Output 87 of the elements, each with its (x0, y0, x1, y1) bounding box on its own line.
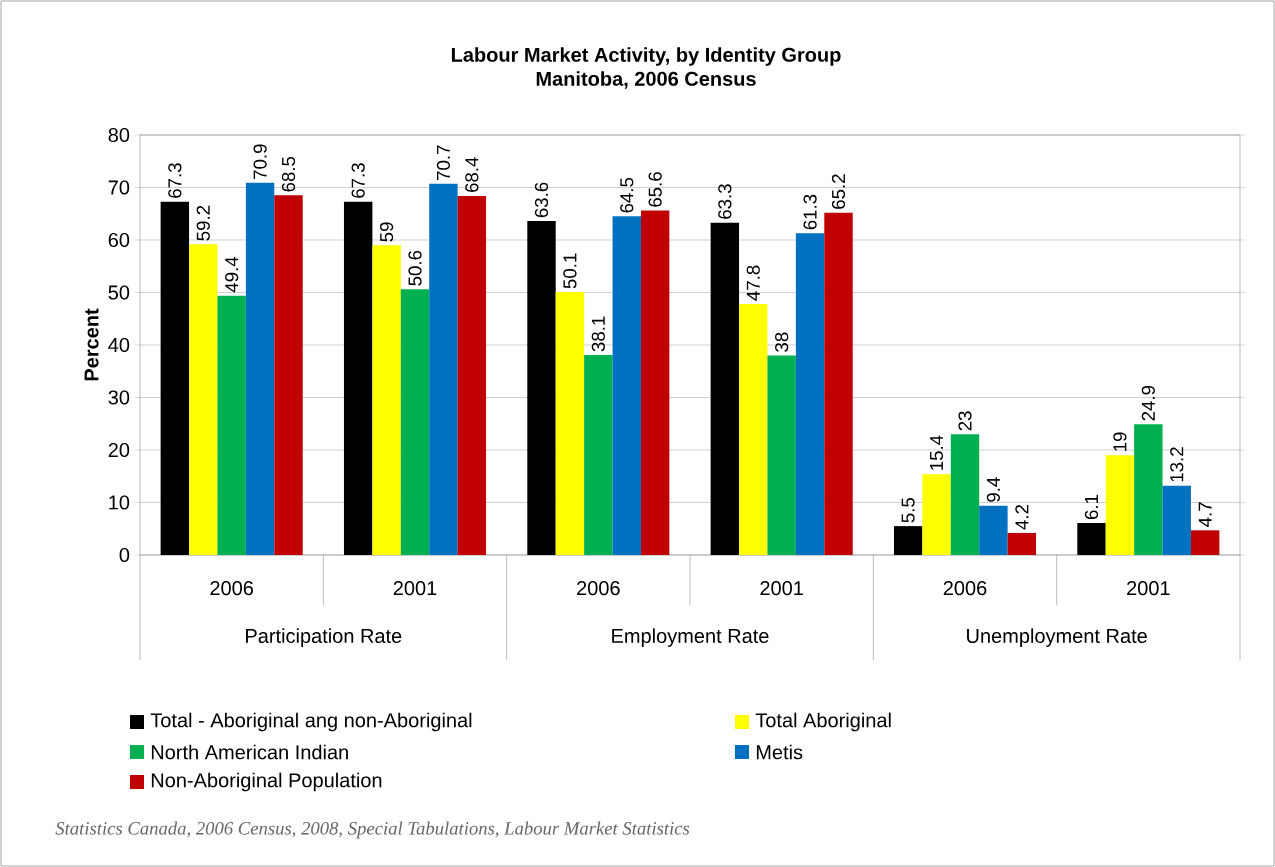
data-label: 24.9 (1141, 385, 1155, 421)
text: Employment Rate (612, 628, 769, 647)
y-tick-label: 10 (109, 495, 130, 510)
data-label: 70.7 (436, 145, 451, 180)
data-label: 59.2 (196, 205, 210, 241)
bar (1134, 424, 1163, 555)
bar (1105, 455, 1135, 555)
legend-label: Non-Aboriginal Population (151, 772, 382, 792)
text: Statistics Canada, 2006 Census, 2008, Special Tabulations, Labour Market Statistics (55, 821, 690, 839)
bar (795, 233, 825, 555)
y-tick-label: 30 (108, 390, 130, 405)
bar (189, 244, 218, 555)
y-tick-label: 50 (108, 285, 130, 300)
bar (584, 354, 613, 555)
data-label: 50.6 (408, 250, 422, 286)
legend-label: Metis (756, 744, 803, 760)
x-tick-label: 2001 (1127, 581, 1170, 596)
bar (1190, 530, 1220, 555)
bar (527, 221, 556, 555)
bar (893, 526, 923, 555)
data-label: 5.5 (901, 498, 915, 523)
bar (429, 183, 458, 555)
data-label: 61.3 (803, 194, 817, 230)
bar (922, 474, 951, 555)
data-label: 70.9 (253, 144, 267, 179)
data-label: 6.1 (1084, 494, 1099, 520)
x-tick-label: 2006 (577, 581, 620, 596)
bar (217, 295, 246, 555)
data-label: 4.2 (1015, 504, 1029, 530)
y-tick-label: 70 (108, 180, 130, 195)
bar (979, 505, 1008, 555)
x-tick-label: 2001 (760, 581, 803, 596)
legend-label: Total Aboriginal (755, 712, 891, 732)
data-label: 50.1 (563, 253, 577, 289)
data-label: 63.6 (534, 182, 549, 218)
bar (274, 195, 303, 555)
y-tick-label: 20 (108, 442, 130, 458)
bar (767, 355, 796, 555)
text: Participation Rate (246, 628, 402, 647)
data-label: 59 (379, 222, 394, 242)
data-label: 4.7 (1198, 502, 1212, 527)
legend-label: Total - Aboriginal ang non-Aboriginal (150, 712, 472, 732)
data-label: 49.4 (225, 256, 239, 293)
x-tick-label: 2001 (393, 581, 437, 596)
data-label: 9.4 (986, 477, 1001, 502)
bar (1007, 532, 1037, 555)
bar (1077, 522, 1106, 555)
bar (710, 222, 740, 555)
chart-title: Labour Market Activity, by Identity Group (451, 47, 841, 66)
bar (824, 212, 853, 555)
data-label: 23 (958, 411, 972, 431)
data-label: 65.6 (648, 172, 662, 207)
data-label: 67.3 (351, 163, 365, 198)
x-tick-label: 2006 (943, 581, 987, 596)
data-label: 19 (1113, 432, 1127, 451)
bar (950, 434, 980, 555)
y-axis-title: Percent (84, 308, 99, 381)
data-label: 68.4 (465, 157, 479, 193)
bar (457, 195, 487, 555)
data-label: 13.2 (1170, 447, 1184, 482)
data-label: 67.3 (168, 163, 182, 198)
bar (555, 291, 585, 555)
bar (612, 216, 641, 555)
data-label: 68.5 (281, 156, 296, 192)
bar (640, 210, 670, 555)
bar (245, 182, 275, 555)
bar (343, 201, 373, 555)
bar (372, 245, 401, 555)
bar (739, 304, 768, 555)
bar (160, 201, 190, 555)
bar (400, 289, 430, 555)
y-tick-label: 40 (108, 337, 130, 353)
y-tick-label: 0 (119, 547, 130, 563)
data-label: 38 (775, 332, 789, 352)
data-label: 65.2 (831, 174, 846, 209)
data-label: 15.4 (930, 435, 944, 470)
data-label: 64.5 (620, 177, 634, 213)
x-tick-label: 2006 (210, 581, 254, 596)
legend-label: North American Indian (151, 744, 348, 760)
y-tick-label: 60 (108, 232, 130, 248)
bar (1162, 485, 1191, 555)
data-label: 47.8 (746, 265, 760, 301)
chart-subtitle: Manitoba, 2006 Census (536, 71, 756, 89)
text: Unemployment Rate (967, 628, 1147, 647)
y-tick-label: 80 (108, 127, 130, 143)
data-label: 63.3 (718, 184, 732, 219)
data-label: 38.1 (591, 316, 605, 352)
